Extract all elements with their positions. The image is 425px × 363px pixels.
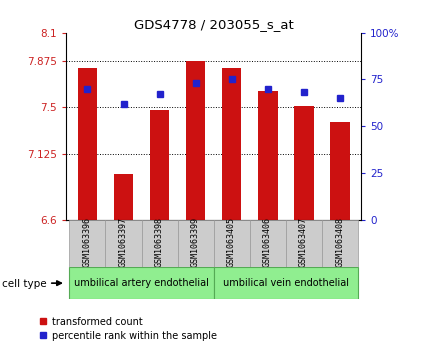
Bar bbox=[150, 110, 170, 220]
Text: GSM1063397: GSM1063397 bbox=[119, 217, 128, 267]
Bar bbox=[330, 122, 349, 220]
Bar bbox=[69, 267, 213, 299]
Title: GDS4778 / 203055_s_at: GDS4778 / 203055_s_at bbox=[134, 19, 293, 32]
Bar bbox=[249, 220, 286, 267]
Text: GSM1063407: GSM1063407 bbox=[299, 217, 308, 267]
Text: GSM1063396: GSM1063396 bbox=[83, 217, 92, 267]
Bar bbox=[213, 220, 249, 267]
Bar bbox=[186, 61, 205, 220]
Text: umbilical artery endothelial: umbilical artery endothelial bbox=[74, 278, 209, 288]
Bar bbox=[178, 220, 214, 267]
Text: GSM1063405: GSM1063405 bbox=[227, 217, 236, 267]
Bar bbox=[322, 220, 358, 267]
Text: GSM1063399: GSM1063399 bbox=[191, 217, 200, 267]
Bar bbox=[105, 220, 142, 267]
Bar bbox=[78, 68, 97, 220]
Bar bbox=[286, 220, 322, 267]
Text: GSM1063398: GSM1063398 bbox=[155, 217, 164, 267]
Text: GSM1063406: GSM1063406 bbox=[263, 217, 272, 267]
Bar bbox=[69, 220, 105, 267]
Bar bbox=[222, 68, 241, 220]
Legend: transformed count, percentile rank within the sample: transformed count, percentile rank withi… bbox=[39, 317, 216, 341]
Text: umbilical vein endothelial: umbilical vein endothelial bbox=[223, 278, 348, 288]
Bar bbox=[294, 106, 314, 220]
Text: GSM1063408: GSM1063408 bbox=[335, 217, 344, 267]
Bar bbox=[142, 220, 178, 267]
Bar bbox=[258, 91, 278, 220]
Bar bbox=[213, 267, 358, 299]
Bar bbox=[113, 174, 133, 220]
Text: cell type: cell type bbox=[2, 279, 47, 289]
